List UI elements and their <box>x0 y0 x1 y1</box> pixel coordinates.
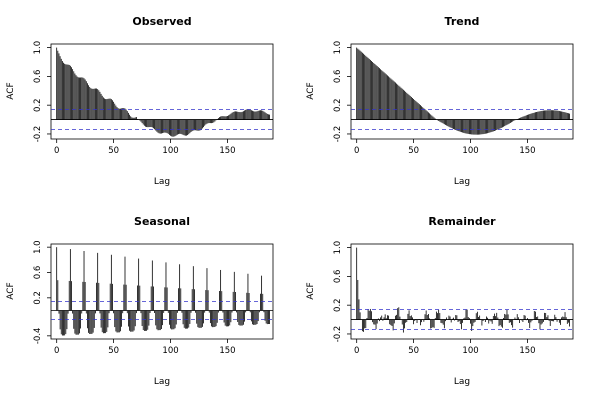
y-tick-label: 0.2 <box>33 291 43 305</box>
y-tick-label: 1.0 <box>333 241 343 255</box>
plot-frame <box>350 43 574 140</box>
y-axis-label: ACF <box>6 282 16 299</box>
acf-marks: 0 50 100 150 -0.4 0.2 0.6 1.0 <box>33 240 273 356</box>
x-tick-label: 150 <box>219 146 235 156</box>
x-tick-label: 0 <box>354 146 359 156</box>
y-tick-label: 0.6 <box>333 70 343 84</box>
y-tick-label: 1.0 <box>333 41 343 55</box>
y-tick-label: -0.2 <box>33 126 43 143</box>
panel-trend: Trend 0 50 100 150 -0.2 0.2 0.6 1.0 Lag ACF <box>306 15 574 187</box>
plot-frame <box>350 243 574 340</box>
x-axis-label: Lag <box>154 377 170 387</box>
plot-frame <box>50 43 274 140</box>
x-tick-label: 50 <box>108 146 119 156</box>
y-axis-label: ACF <box>306 282 316 299</box>
y-tick-label: 0.2 <box>333 98 343 112</box>
panel-title: Trend <box>445 15 480 28</box>
x-tick-label: 150 <box>519 146 535 156</box>
panel-remainder: Remainder 0 50 100 150 -0.2 0.2 0.6 1.0 Lag ACF <box>306 215 574 387</box>
x-tick-label: 50 <box>408 346 419 356</box>
panel-title: Seasonal <box>134 215 190 228</box>
x-tick-label: 100 <box>462 346 478 356</box>
y-tick-label: 0.6 <box>333 270 343 284</box>
x-tick-label: 0 <box>54 146 59 156</box>
panel-observed: Observed 0 50 100 150 -0.2 0.2 0.6 1.0 Lag ACF <box>6 15 274 187</box>
panel-title: Remainder <box>428 215 496 228</box>
y-tick-label: 0.6 <box>33 266 43 280</box>
y-tick-label: -0.2 <box>333 126 343 143</box>
x-axis-label: Lag <box>454 177 470 187</box>
plot-frame <box>50 243 274 340</box>
x-axis-label: Lag <box>454 377 470 387</box>
y-axis-label: ACF <box>6 82 16 99</box>
x-tick-label: 100 <box>462 146 478 156</box>
panel-title: Observed <box>132 15 191 28</box>
x-tick-label: 150 <box>519 346 535 356</box>
acf-marks: 0 50 100 150 -0.2 0.2 0.6 1.0 <box>333 41 573 156</box>
y-tick-label: 1.0 <box>33 240 43 254</box>
y-axis-label: ACF <box>306 82 316 99</box>
x-tick-label: 100 <box>162 346 178 356</box>
x-tick-label: 0 <box>354 346 359 356</box>
y-tick-label: 1.0 <box>33 41 43 55</box>
x-tick-label: 50 <box>408 146 419 156</box>
acf-marks: 0 50 100 150 -0.2 0.2 0.6 1.0 <box>333 241 573 356</box>
acf-marks: 0 50 100 150 -0.2 0.2 0.6 1.0 <box>33 41 273 156</box>
x-tick-label: 50 <box>108 346 119 356</box>
y-tick-label: -0.4 <box>33 328 43 345</box>
x-tick-label: 150 <box>219 346 235 356</box>
panel-seasonal: Seasonal 0 50 100 150 -0.4 0.2 0.6 1.0 Lag ACF <box>6 215 274 387</box>
y-tick-label: 0.6 <box>33 70 43 84</box>
x-axis-label: Lag <box>154 177 170 187</box>
y-tick-label: -0.2 <box>333 326 343 343</box>
x-tick-label: 0 <box>54 346 59 356</box>
y-tick-label: 0.2 <box>333 298 343 312</box>
x-tick-label: 100 <box>162 146 178 156</box>
y-tick-label: 0.2 <box>33 98 43 112</box>
